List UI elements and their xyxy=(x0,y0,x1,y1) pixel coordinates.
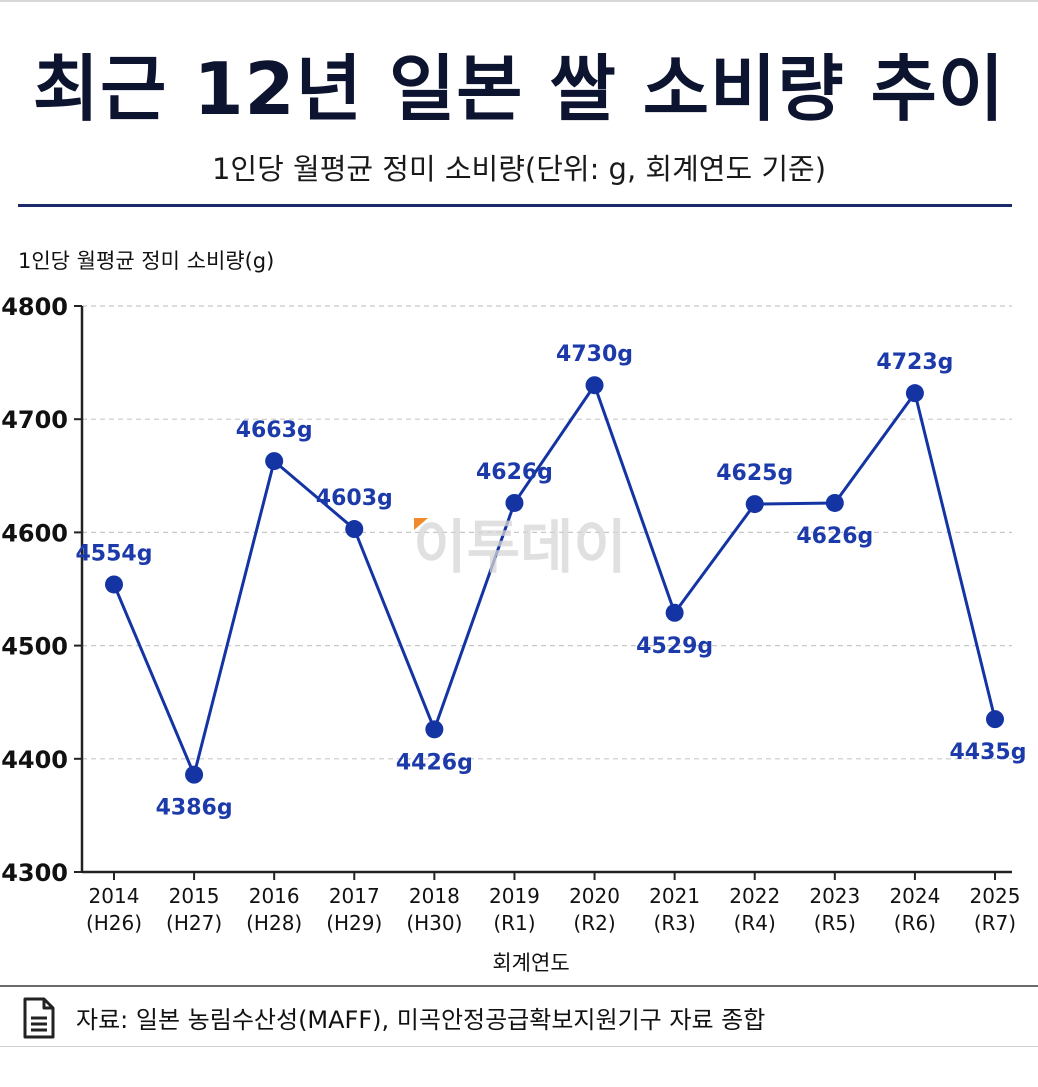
x-tick-label-era: (R1) xyxy=(493,911,535,935)
data-label-2014: 4554g xyxy=(76,541,153,566)
data-point-2025 xyxy=(986,710,1004,729)
x-tick-label-era: (R5) xyxy=(814,911,856,935)
x-tick-label-era: (H27) xyxy=(166,911,222,935)
gridlines xyxy=(74,305,1012,873)
data-label-2025: 4435g xyxy=(950,740,1027,765)
data-points xyxy=(105,376,1004,784)
data-point-2020 xyxy=(585,376,604,395)
watermark: 이투데이 xyxy=(413,513,626,581)
x-tick-label-era: (R7) xyxy=(974,911,1016,935)
x-tick-label-year: 2014 xyxy=(89,884,140,908)
data-label-2020: 4730g xyxy=(556,342,633,367)
data-label-2017: 4603g xyxy=(316,486,393,511)
x-tick-label-era: (R3) xyxy=(654,911,696,935)
y-tick-label: 4600 xyxy=(1,519,68,547)
data-label-2018: 4426g xyxy=(396,750,473,775)
x-tick-labels: 2014 (H26) 2015 (H27) 2016 (H28) 2017 (H29) 2018… xyxy=(86,872,1021,935)
data-label-2024: 4723g xyxy=(876,350,953,375)
data-label-2016: 4663g xyxy=(236,418,313,443)
y-tick-label: 4300 xyxy=(1,859,68,887)
axes xyxy=(80,306,1012,874)
x-tick-label-year: 2020 xyxy=(569,884,620,908)
data-point-2022 xyxy=(745,495,764,514)
data-label-2019: 4626g xyxy=(476,460,553,485)
document-icon xyxy=(23,997,55,1039)
data-point-2016 xyxy=(265,452,284,471)
data-labels: 4554g 4386g 4663g 4603g 4426g 4626g 4730g 4529g… xyxy=(76,342,1027,820)
x-tick-label-year: 2017 xyxy=(329,884,380,908)
x-tick-label-year: 2024 xyxy=(889,884,940,908)
footer-bottom-rule xyxy=(0,1046,1038,1047)
data-point-2023 xyxy=(825,493,844,512)
x-tick-label-era: (R4) xyxy=(734,911,776,935)
data-point-2014 xyxy=(105,575,123,594)
data-label-2022: 4625g xyxy=(716,461,793,486)
data-point-2018 xyxy=(425,720,444,739)
series-line xyxy=(112,383,997,777)
data-label-2021: 4529g xyxy=(636,634,713,659)
page-title: 최근 12년 일본 쌀 소비량 추이 xyxy=(32,47,1006,131)
x-tick-label-year: 2019 xyxy=(489,884,540,908)
y-tick-label: 4800 xyxy=(1,293,68,321)
x-tick-label-year: 2018 xyxy=(409,884,460,908)
x-tick-label-year: 2021 xyxy=(649,884,700,908)
source-note: 자료: 일본 농림수산성(MAFF), 미곡안정공급확보지원기구 자료 종합 xyxy=(76,1006,766,1034)
x-tick-label-year: 2022 xyxy=(729,884,780,908)
x-tick-label-year: 2025 xyxy=(970,884,1021,908)
x-tick-label-era: (H29) xyxy=(326,911,382,935)
x-axis-title: 회계연도 xyxy=(492,951,569,975)
y-tick-labels: 4300 4400 4500 4600 4700 4800 xyxy=(1,293,68,887)
x-tick-label-year: 2023 xyxy=(809,884,860,908)
data-point-2021 xyxy=(665,603,684,622)
data-label-2023: 4626g xyxy=(796,524,873,549)
watermark-mark xyxy=(414,518,428,530)
x-tick-label-era: (R6) xyxy=(894,911,936,935)
x-tick-label-era: (H26) xyxy=(86,911,142,935)
y-tick-label: 4700 xyxy=(1,406,68,434)
line-chart: 1인당 월평균 정미 소비량(g) 4300 4400 4500 4600 4700 48… xyxy=(1,249,1027,975)
data-label-2015: 4386g xyxy=(156,796,233,821)
footer-divider xyxy=(0,985,1038,987)
y-tick-label: 4500 xyxy=(1,633,68,661)
top-rule xyxy=(0,0,1038,2)
consumption-line xyxy=(112,383,997,777)
x-tick-label-year: 2015 xyxy=(169,884,220,908)
data-point-2015 xyxy=(185,765,204,784)
data-point-2024 xyxy=(905,384,924,403)
x-tick-label-era: (H30) xyxy=(406,911,462,935)
title-divider xyxy=(18,204,1012,207)
page-subtitle: 1인당 월평균 정미 소비량(단위: g, 회계연도 기준) xyxy=(211,152,827,186)
x-tick-label-year: 2016 xyxy=(249,884,300,908)
y-tick-label: 4400 xyxy=(1,746,68,774)
y-axis-title: 1인당 월평균 정미 소비량(g) xyxy=(18,249,274,273)
x-tick-label-era: (H28) xyxy=(246,911,302,935)
data-point-2017 xyxy=(345,520,364,539)
x-tick-label-era: (R2) xyxy=(573,911,615,935)
data-point-2019 xyxy=(505,493,524,512)
